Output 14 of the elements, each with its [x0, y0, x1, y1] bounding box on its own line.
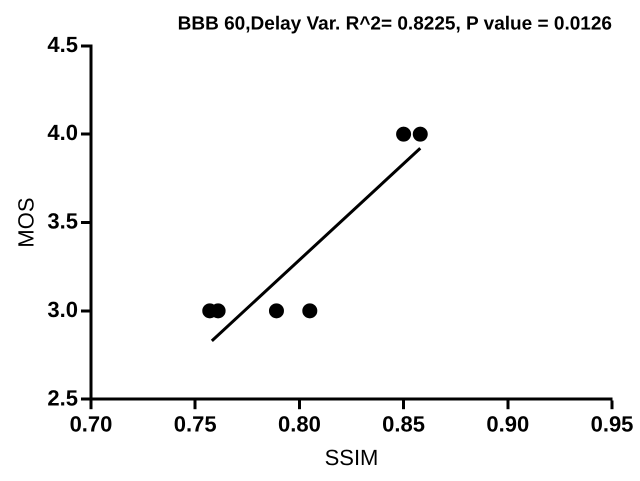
y-tick-label: 3.5 — [47, 208, 78, 234]
x-tick-label: 0.80 — [278, 411, 321, 436]
x-tick-label: 0.85 — [382, 411, 426, 436]
x-axis-title: SSIM — [324, 444, 378, 470]
x-tick-label: 0.75 — [174, 411, 217, 436]
x-tick-label: 0.70 — [70, 411, 112, 436]
x-tick-label: 0.90 — [486, 411, 530, 436]
y-tick-label: 4.5 — [47, 32, 78, 57]
chart-title: BBB 60,Delay Var. R^2= 0.8225, P value = 0.0126 — [178, 14, 612, 35]
y-tick-label: 2.5 — [47, 385, 78, 410]
y-tick-label: 3.0 — [47, 296, 78, 322]
y-tick-label: 4.0 — [47, 120, 78, 146]
y-axis-title: MOS — [13, 197, 38, 248]
x-tick-label: 0.95 — [590, 411, 634, 436]
